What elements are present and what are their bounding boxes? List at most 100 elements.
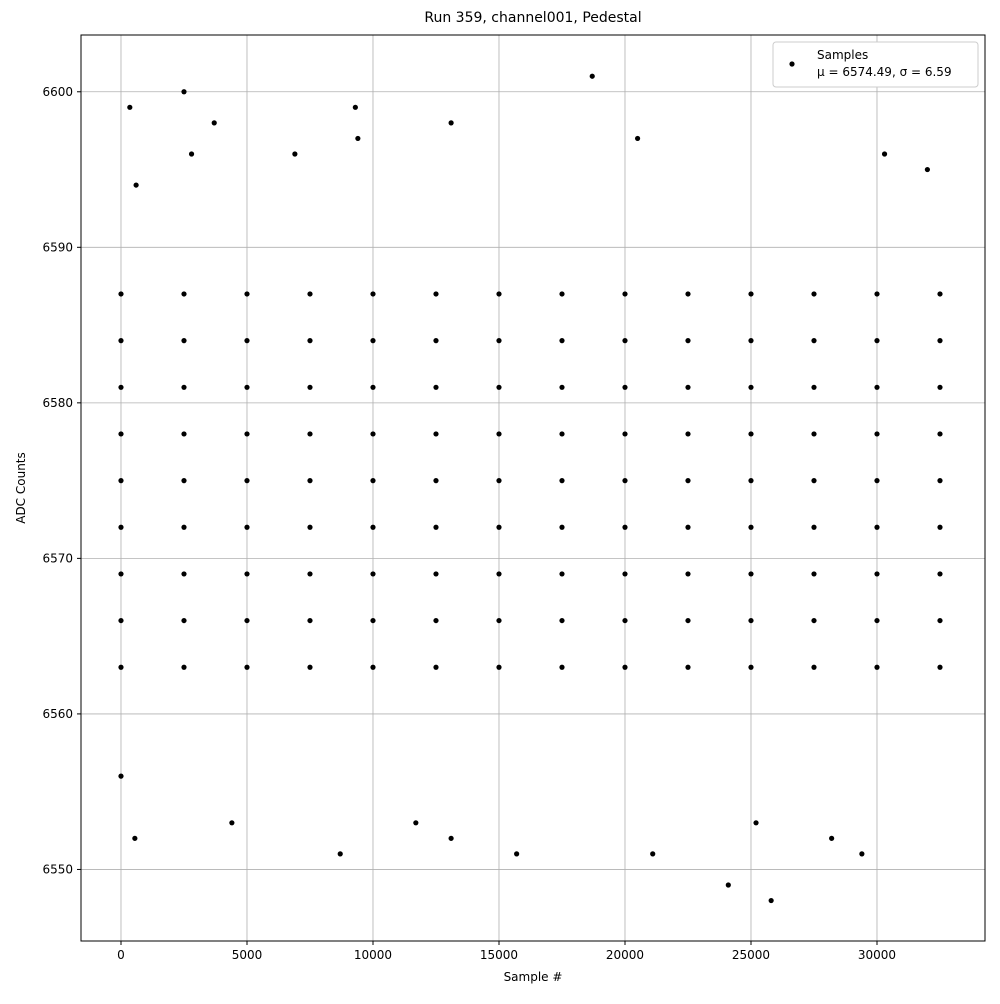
point	[448, 835, 454, 841]
point	[181, 524, 187, 530]
point	[874, 571, 880, 577]
point	[622, 571, 628, 577]
point	[433, 478, 439, 484]
point	[370, 664, 376, 670]
point	[881, 151, 888, 157]
point	[514, 851, 520, 857]
point	[937, 478, 943, 484]
point	[559, 384, 565, 390]
legend-marker	[789, 61, 795, 67]
point	[811, 291, 817, 297]
point	[622, 384, 628, 390]
point	[725, 882, 731, 888]
point	[496, 617, 502, 624]
point	[937, 384, 943, 390]
legend-label: Samples	[817, 48, 868, 62]
x-tick-label: 20000	[606, 948, 644, 962]
point	[307, 431, 313, 437]
point	[622, 524, 628, 530]
point	[118, 291, 124, 297]
point	[433, 524, 439, 530]
point	[433, 338, 439, 344]
y-tick-label: 6590	[42, 240, 73, 254]
point	[181, 664, 187, 670]
point	[307, 478, 313, 484]
y-tick-label: 6570	[42, 551, 73, 565]
point	[559, 431, 565, 437]
point	[685, 617, 691, 624]
point	[337, 851, 343, 857]
point	[496, 524, 502, 530]
point	[685, 384, 691, 390]
point	[496, 571, 502, 577]
x-tick-label: 15000	[480, 948, 518, 962]
y-tick-label: 6560	[42, 707, 73, 721]
point	[433, 664, 439, 670]
point	[181, 384, 187, 390]
point	[496, 478, 502, 484]
point	[622, 291, 628, 297]
point	[211, 120, 217, 126]
point	[622, 664, 628, 670]
point	[748, 338, 754, 344]
point	[748, 431, 754, 437]
point	[181, 89, 187, 95]
point	[413, 820, 419, 826]
point	[307, 524, 313, 530]
point	[496, 338, 502, 344]
point	[118, 384, 124, 390]
point	[118, 664, 124, 670]
point	[181, 338, 187, 344]
legend-box	[772, 41, 979, 88]
point	[811, 524, 817, 530]
point	[811, 617, 817, 624]
point	[748, 524, 754, 530]
point	[118, 478, 124, 484]
point	[685, 478, 691, 484]
point	[937, 338, 943, 344]
point	[370, 524, 376, 530]
point	[181, 571, 187, 577]
point	[307, 617, 313, 624]
point	[937, 431, 943, 437]
point	[307, 664, 313, 670]
point	[811, 478, 817, 484]
point	[118, 431, 124, 437]
point	[924, 166, 930, 173]
point	[748, 571, 754, 577]
point	[874, 478, 880, 484]
point	[433, 571, 439, 577]
x-tick-label: 5000	[232, 948, 263, 962]
point	[133, 182, 139, 188]
y-tick-label: 6580	[42, 396, 73, 410]
point	[244, 617, 250, 624]
point	[307, 291, 313, 297]
point	[433, 431, 439, 437]
point	[874, 664, 880, 670]
point	[229, 820, 235, 826]
point	[118, 617, 124, 624]
point	[370, 384, 376, 390]
point	[307, 571, 313, 577]
x-tick-label: 25000	[732, 948, 770, 962]
point	[937, 617, 943, 624]
point	[244, 384, 250, 390]
y-axis-label: ADC Counts	[14, 452, 28, 524]
point	[748, 664, 754, 670]
point	[937, 291, 943, 297]
point	[433, 291, 439, 297]
point	[370, 571, 376, 577]
point	[874, 291, 880, 297]
x-tick-label: 30000	[858, 948, 896, 962]
point	[811, 384, 817, 390]
point	[811, 571, 817, 577]
point	[559, 338, 565, 344]
point	[622, 478, 628, 484]
point	[685, 664, 691, 670]
point	[559, 571, 565, 577]
point	[622, 617, 628, 624]
x-tick-label: 10000	[354, 948, 392, 962]
point	[370, 338, 376, 344]
